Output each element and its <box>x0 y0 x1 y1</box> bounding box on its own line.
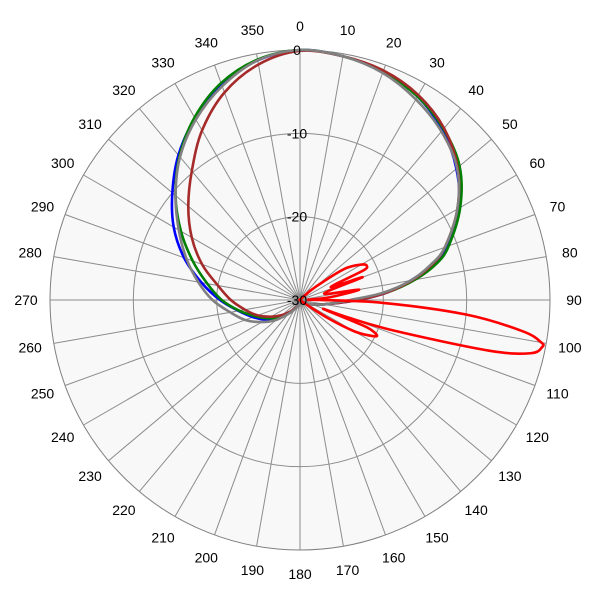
spoke-280 <box>53 256 301 301</box>
angle-label-140: 140 <box>464 502 488 518</box>
series-line-5 <box>298 263 545 355</box>
spoke-340 <box>214 64 301 301</box>
angle-label-190: 190 <box>241 562 265 578</box>
angle-label-90: 90 <box>566 292 582 308</box>
angle-label-110: 110 <box>546 386 569 402</box>
angle-label-310: 310 <box>78 116 102 132</box>
angle-label-240: 240 <box>51 429 75 445</box>
angle-label-100: 100 <box>558 340 582 356</box>
radial-tick-label-1: -20 <box>287 209 307 225</box>
radial-tick-label-3: 0 <box>293 42 301 58</box>
angle-label-40: 40 <box>468 82 484 98</box>
angle-label-210: 210 <box>151 529 175 545</box>
angle-label-330: 330 <box>151 55 175 71</box>
angle-label-150: 150 <box>425 529 449 545</box>
angle-label-10: 10 <box>340 22 356 38</box>
angle-label-60: 60 <box>530 155 546 171</box>
spoke-190 <box>256 299 301 547</box>
angle-label-340: 340 <box>195 35 219 51</box>
angle-label-30: 30 <box>429 55 445 71</box>
spoke-130 <box>299 299 492 462</box>
spoke-250 <box>64 299 301 386</box>
angle-label-0: 0 <box>296 18 304 34</box>
spoke-100 <box>299 299 547 344</box>
spoke-160 <box>299 299 386 536</box>
spoke-30 <box>299 83 426 301</box>
spoke-230 <box>108 299 301 462</box>
radial-tick-label-0: -30 <box>287 292 307 308</box>
spoke-60 <box>299 174 517 301</box>
spoke-170 <box>299 299 344 547</box>
spoke-350 <box>256 53 301 301</box>
angle-label-320: 320 <box>112 82 136 98</box>
spoke-210 <box>174 299 301 517</box>
angle-label-170: 170 <box>336 562 360 578</box>
spoke-140 <box>299 299 462 492</box>
angle-label-280: 280 <box>18 244 42 260</box>
spoke-120 <box>299 299 517 426</box>
spoke-310 <box>108 138 301 301</box>
angle-label-290: 290 <box>31 198 55 214</box>
angular-axis-labels: 0 10 20 30 40 50 60 70 80 90 100 110 120 130 140 150 160… <box>14 18 582 582</box>
angle-label-20: 20 <box>386 35 402 51</box>
angle-label-160: 160 <box>382 549 406 565</box>
radial-tick-label-2: -10 <box>287 125 307 141</box>
angle-label-230: 230 <box>78 468 102 484</box>
spoke-20 <box>299 64 386 301</box>
angle-label-260: 260 <box>18 340 42 356</box>
angle-label-70: 70 <box>550 198 566 214</box>
spoke-260 <box>53 299 301 344</box>
angle-label-50: 50 <box>502 116 518 132</box>
angle-label-120: 120 <box>526 429 550 445</box>
spoke-150 <box>299 299 426 517</box>
angle-label-300: 300 <box>51 155 75 171</box>
spoke-220 <box>138 299 301 492</box>
angle-label-250: 250 <box>31 386 55 402</box>
angle-label-130: 130 <box>498 468 522 484</box>
angle-label-80: 80 <box>562 244 578 260</box>
angle-label-220: 220 <box>112 502 136 518</box>
angle-label-350: 350 <box>241 22 265 38</box>
radial-axis-labels: -30 -20 -10 0 <box>287 42 307 308</box>
angle-label-200: 200 <box>195 549 219 565</box>
angle-label-180: 180 <box>288 566 312 582</box>
spoke-320 <box>138 108 301 301</box>
spoke-200 <box>214 299 301 536</box>
series-group <box>170 48 545 355</box>
spoke-40 <box>299 108 462 301</box>
spoke-10 <box>299 53 344 301</box>
angle-label-270: 270 <box>14 292 38 308</box>
